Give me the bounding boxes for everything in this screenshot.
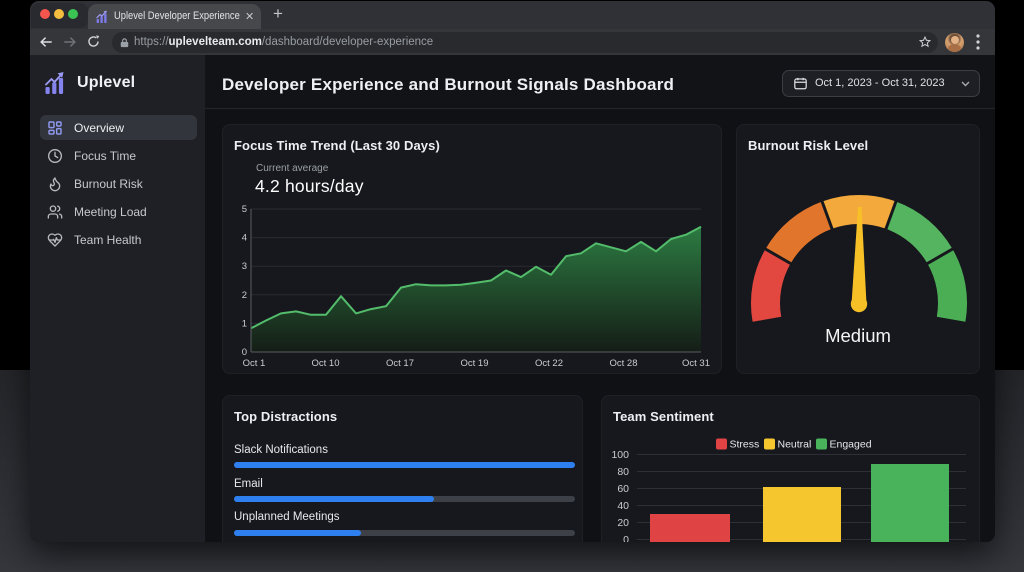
svg-text:0: 0 (623, 534, 629, 542)
svg-text:Oct 22: Oct 22 (535, 358, 563, 369)
svg-text:Oct 31: Oct 31 (682, 358, 710, 369)
svg-text:Stress: Stress (730, 439, 760, 451)
svg-text:3: 3 (242, 261, 247, 272)
svg-text:20: 20 (617, 517, 629, 529)
svg-text:80: 80 (617, 466, 629, 478)
svg-text:Oct 19: Oct 19 (461, 358, 489, 369)
svg-text:5: 5 (242, 204, 247, 215)
svg-text:2: 2 (242, 290, 247, 301)
svg-text:0: 0 (242, 347, 247, 358)
svg-text:Oct 1: Oct 1 (243, 358, 266, 369)
svg-text:Neutral: Neutral (778, 439, 812, 451)
svg-text:Oct 10: Oct 10 (312, 358, 340, 369)
svg-text:Engaged: Engaged (830, 439, 872, 451)
svg-text:100: 100 (611, 449, 629, 461)
svg-text:40: 40 (617, 500, 629, 512)
svg-text:1: 1 (242, 318, 247, 329)
svg-text:Oct 28: Oct 28 (610, 358, 638, 369)
svg-text:4: 4 (242, 233, 247, 244)
svg-text:60: 60 (617, 483, 629, 495)
svg-text:Oct 17: Oct 17 (386, 358, 414, 369)
